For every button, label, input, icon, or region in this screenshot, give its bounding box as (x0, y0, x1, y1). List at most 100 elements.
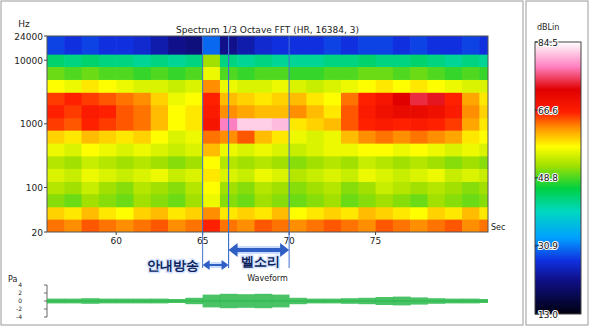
cell (393, 207, 411, 220)
cell (393, 194, 411, 208)
cell (427, 156, 445, 169)
cell (116, 194, 134, 208)
annotation-line (289, 36, 290, 268)
waveform-band (341, 298, 359, 304)
cell (341, 92, 359, 105)
cell (341, 36, 359, 55)
cell (185, 66, 203, 80)
cell (358, 168, 376, 182)
cell (324, 54, 342, 67)
cell (410, 207, 428, 220)
colorbar-label: dBLin (537, 23, 559, 32)
cell (168, 156, 186, 169)
cell (376, 181, 394, 194)
cell (151, 118, 169, 131)
cell (47, 54, 65, 67)
cell (376, 207, 394, 220)
main-panel (1, 1, 523, 325)
waveform-tick (44, 285, 47, 286)
cell (151, 79, 169, 92)
cell (82, 79, 100, 92)
cell (168, 130, 186, 144)
cell (289, 194, 307, 208)
cell (82, 181, 100, 194)
cell (133, 118, 151, 131)
cell (358, 156, 376, 169)
cell (358, 130, 376, 144)
cell (99, 105, 117, 119)
cell (82, 66, 100, 80)
cell (133, 168, 151, 182)
cell (237, 54, 255, 67)
cell (289, 181, 307, 194)
cell (47, 194, 65, 208)
cell (393, 54, 411, 67)
cell (82, 36, 100, 55)
cell (185, 130, 203, 144)
cell (133, 143, 151, 156)
waveform-band (306, 299, 324, 304)
cell (393, 143, 411, 156)
cell (289, 36, 307, 55)
waveform-band (237, 294, 255, 308)
waveform-band (324, 299, 342, 304)
cell (255, 118, 273, 131)
cell (82, 105, 100, 119)
cell (151, 207, 169, 220)
annotation-arrow (208, 264, 224, 266)
waveform-band (133, 299, 151, 304)
cell (272, 92, 290, 105)
annotation-label: 안내방송 (147, 258, 199, 273)
cell (64, 181, 82, 194)
cell (255, 219, 273, 232)
cell (306, 118, 324, 131)
waveform-band (185, 298, 203, 304)
cell (324, 36, 342, 55)
cell (445, 79, 463, 92)
cell (272, 156, 290, 169)
cell (427, 105, 445, 119)
waveform-band (99, 299, 117, 304)
cell (255, 66, 273, 80)
cell (116, 54, 134, 67)
cell (255, 207, 273, 220)
cell (427, 118, 445, 131)
cell (306, 36, 324, 55)
cell (64, 118, 82, 131)
cell (185, 79, 203, 92)
cell (116, 143, 134, 156)
cell (255, 36, 273, 55)
cell (99, 207, 117, 220)
cell (237, 92, 255, 105)
cell (358, 92, 376, 105)
cell (151, 181, 169, 194)
cell (133, 181, 151, 194)
cell (64, 130, 82, 144)
cell (237, 207, 255, 220)
cell (133, 105, 151, 119)
cell (133, 79, 151, 92)
waveform-band (64, 299, 82, 304)
cell (479, 79, 488, 92)
cell (255, 156, 273, 169)
cell (462, 79, 480, 92)
cell (151, 105, 169, 119)
cell (99, 66, 117, 80)
cell (427, 79, 445, 92)
cell (324, 79, 342, 92)
cell (237, 156, 255, 169)
cell (151, 219, 169, 232)
cell (479, 143, 488, 156)
cell (116, 66, 134, 80)
cell (64, 54, 82, 67)
cell (358, 54, 376, 67)
cell (82, 92, 100, 105)
cell (324, 219, 342, 232)
cell (410, 168, 428, 182)
cell (168, 66, 186, 80)
cell (445, 143, 463, 156)
cell (255, 194, 273, 208)
waveform-tick-label: -4 (16, 313, 22, 320)
cell (462, 54, 480, 67)
cell (255, 54, 273, 67)
